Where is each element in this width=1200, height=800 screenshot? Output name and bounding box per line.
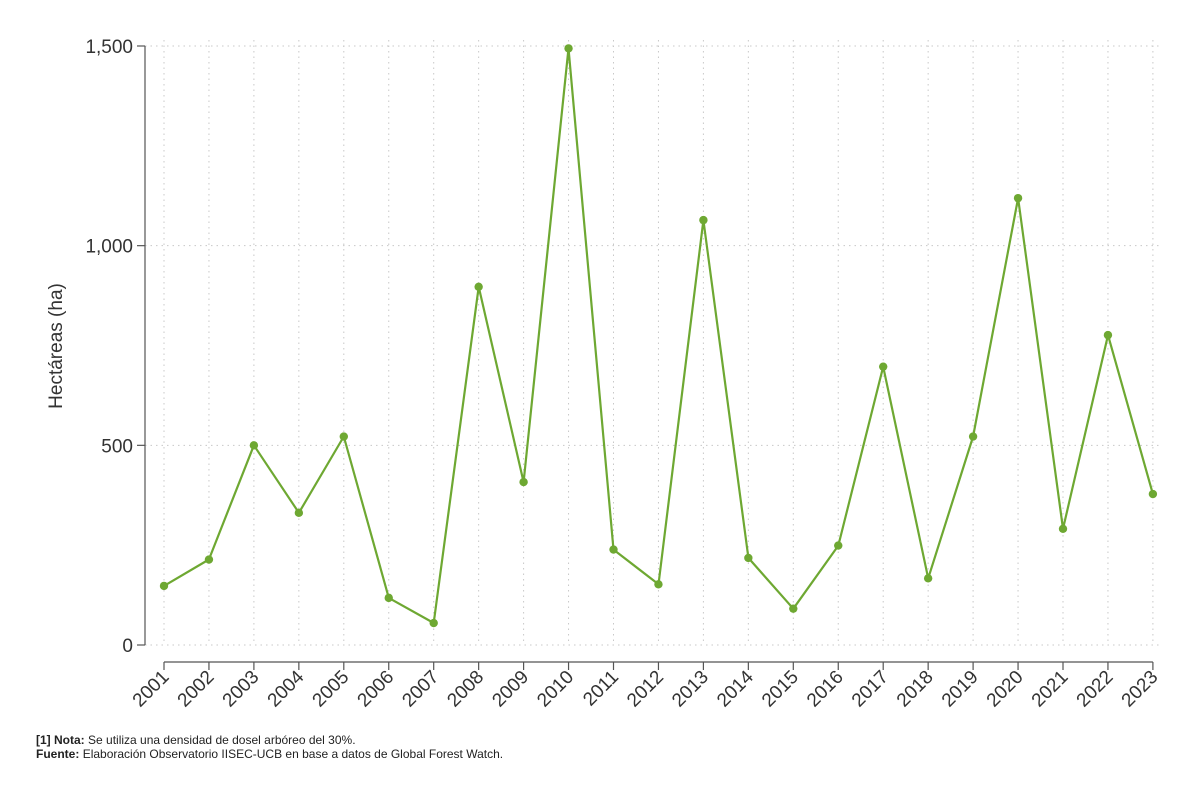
x-tick-label: 2005 bbox=[309, 667, 354, 712]
axes bbox=[137, 45, 1154, 670]
x-tick-label: 2011 bbox=[579, 667, 623, 711]
x-tick-label: 2002 bbox=[174, 667, 219, 712]
y-tick-label: 1,000 bbox=[85, 237, 133, 258]
x-tick-label: 2009 bbox=[488, 667, 533, 712]
x-tick-label: 2014 bbox=[713, 666, 758, 711]
chart-notes: [1] Nota: Se utiliza una densidad de dos… bbox=[36, 733, 503, 761]
x-tick-label: 2004 bbox=[264, 666, 309, 711]
data-point bbox=[1013, 193, 1023, 203]
data-point bbox=[1058, 524, 1068, 533]
note-label: [1] Nota: bbox=[36, 733, 85, 747]
x-tick-label: 2012 bbox=[623, 667, 668, 712]
note-text: Se utiliza una densidad de dosel arbóreo… bbox=[88, 733, 356, 747]
x-tick-label: 2008 bbox=[443, 667, 488, 712]
x-tick-label: 2003 bbox=[219, 667, 264, 712]
data-point bbox=[1103, 330, 1113, 340]
x-tick-label: 2023 bbox=[1118, 667, 1163, 712]
data-point bbox=[294, 508, 304, 518]
x-tick-label: 2006 bbox=[354, 667, 399, 712]
data-point bbox=[384, 593, 393, 603]
note-line: [1] Nota: Se utiliza una densidad de dos… bbox=[36, 733, 503, 747]
data-points bbox=[159, 44, 1158, 628]
x-tick-label: 2001 bbox=[129, 667, 174, 712]
y-tick-label: 1,500 bbox=[85, 37, 133, 58]
data-point bbox=[474, 282, 483, 291]
y-tick-label: 0 bbox=[122, 636, 133, 657]
x-tick-label: 2021 bbox=[1028, 667, 1073, 712]
data-point bbox=[159, 581, 169, 591]
data-point bbox=[923, 574, 933, 583]
data-point bbox=[789, 604, 798, 613]
x-tick-label: 2010 bbox=[533, 667, 578, 712]
x-tick-label: 2013 bbox=[668, 667, 713, 712]
source-label: Fuente: bbox=[36, 747, 80, 761]
data-point bbox=[339, 432, 348, 441]
data-point bbox=[834, 541, 843, 550]
data-point bbox=[249, 441, 259, 450]
data-point bbox=[654, 580, 663, 589]
data-point bbox=[609, 545, 618, 554]
data-point bbox=[968, 432, 978, 441]
y-axis-title: Hectáreas (ha) bbox=[46, 283, 67, 409]
x-tick-label: 2017 bbox=[848, 667, 893, 712]
source-text: Elaboración Observatorio IISEC-UCB en ba… bbox=[82, 747, 504, 761]
data-point bbox=[429, 618, 438, 628]
data-point bbox=[1148, 489, 1158, 499]
data-point bbox=[699, 215, 708, 225]
x-tick-label: 2022 bbox=[1073, 667, 1118, 712]
data-point bbox=[519, 477, 528, 487]
x-tick-label: 2007 bbox=[398, 667, 443, 712]
x-tick-label: 2020 bbox=[983, 667, 1028, 712]
source-line: Fuente: Elaboración Observatorio IISEC-U… bbox=[36, 747, 503, 761]
x-tick-label: 2019 bbox=[938, 667, 983, 712]
x-tick-label: 2016 bbox=[803, 667, 848, 712]
y-tick-label: 500 bbox=[101, 436, 133, 457]
grid-lines bbox=[145, 40, 1161, 646]
x-tick-label: 2018 bbox=[893, 667, 938, 712]
data-point bbox=[564, 44, 573, 53]
data-point bbox=[879, 362, 888, 371]
data-point bbox=[744, 553, 753, 563]
x-tick-label: 2015 bbox=[758, 667, 803, 712]
data-point bbox=[204, 555, 214, 564]
